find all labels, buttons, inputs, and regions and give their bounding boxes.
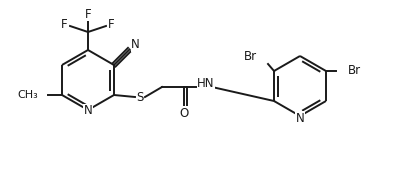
Text: N: N bbox=[84, 105, 92, 118]
Text: CH₃: CH₃ bbox=[17, 90, 38, 100]
Text: Br: Br bbox=[348, 64, 361, 77]
Text: F: F bbox=[61, 18, 68, 32]
Text: N: N bbox=[296, 112, 304, 124]
Text: Br: Br bbox=[244, 49, 257, 62]
Text: O: O bbox=[179, 106, 189, 120]
Text: F: F bbox=[108, 18, 115, 32]
Text: N: N bbox=[131, 38, 140, 51]
Text: S: S bbox=[136, 90, 144, 103]
Text: HN: HN bbox=[197, 77, 215, 90]
Text: F: F bbox=[85, 8, 91, 20]
